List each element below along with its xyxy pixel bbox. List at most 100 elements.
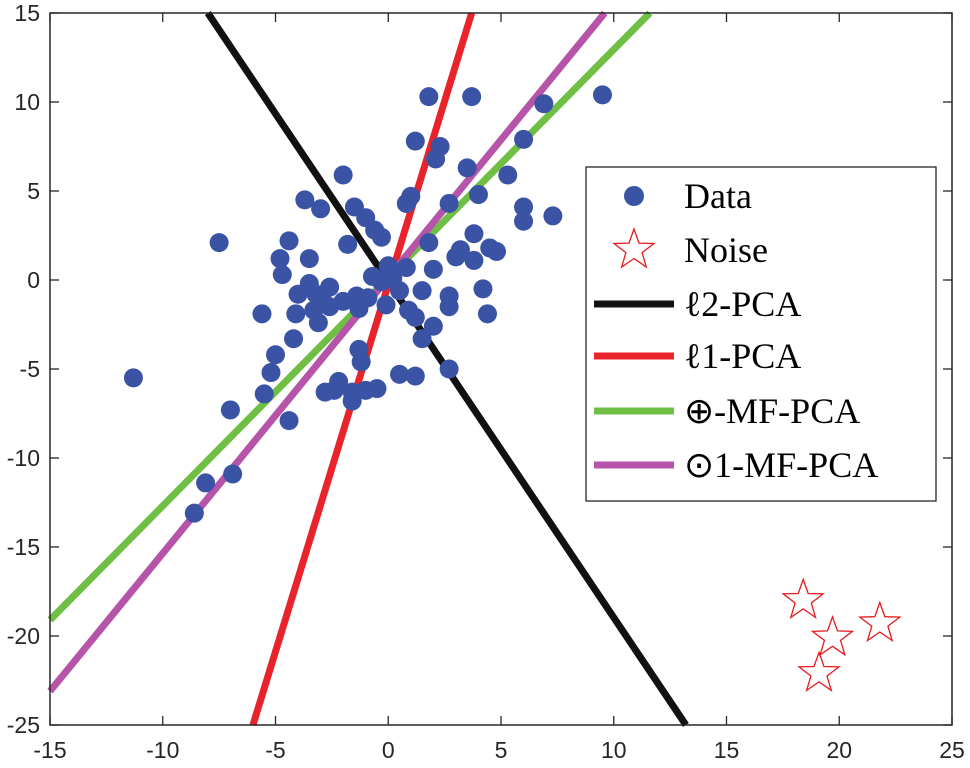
data-point: [261, 363, 281, 383]
data-point: [486, 242, 506, 262]
legend-label: Data: [684, 176, 752, 216]
x-tick-label: 25: [939, 737, 965, 763]
data-point: [439, 297, 459, 317]
legend-label: ℓ2-PCA: [684, 284, 801, 324]
data-point: [254, 384, 274, 404]
data-point: [498, 165, 518, 185]
x-tick-label: -5: [265, 737, 285, 763]
y-tick-label: 0: [27, 267, 40, 293]
data-point: [514, 129, 534, 149]
data-point: [329, 371, 349, 391]
data-point: [390, 281, 410, 301]
data-point: [423, 259, 443, 279]
data-point: [401, 186, 421, 206]
data-point: [223, 464, 243, 484]
x-tick-label: -10: [146, 737, 179, 763]
data-point: [209, 233, 229, 253]
legend-box: [585, 166, 937, 502]
data-point: [286, 304, 306, 324]
axis-ticks-group: -15 -10 -5 0 5 10 15 20 25 15 10 5 0 -5 -10 -15 -20 -25: [7, 0, 965, 763]
x-tick-label: 0: [382, 737, 395, 763]
x-tick-label: 15: [714, 737, 740, 763]
data-point: [419, 87, 439, 107]
data-point: [295, 190, 315, 210]
data-point: [220, 400, 240, 420]
legend-label: Noise: [684, 230, 768, 270]
data-point: [423, 316, 443, 336]
mf-pca-line: [47, 10, 653, 623]
noise-point: [797, 650, 841, 692]
data-point: [477, 304, 497, 324]
y-tick-label: -15: [7, 534, 40, 560]
noise-point: [810, 614, 855, 657]
data-point: [320, 277, 340, 297]
data-point: [311, 199, 331, 219]
y-tick-label: -25: [7, 712, 40, 738]
data-point: [390, 364, 410, 384]
legend-label: ⊕-MF-PCA: [684, 391, 860, 431]
data-point: [123, 368, 143, 388]
data-point: [543, 206, 563, 226]
data-point: [592, 85, 612, 105]
data-point: [514, 197, 534, 217]
data-point: [342, 391, 362, 411]
data-point: [270, 249, 290, 269]
data-point: [376, 295, 396, 315]
y-tick-label: -10: [7, 445, 40, 471]
y-tick-label: 5: [27, 178, 40, 204]
y-tick-label: 15: [14, 0, 40, 26]
y-tick-label: -5: [20, 356, 40, 382]
data-point: [412, 329, 432, 349]
data-point: [464, 250, 484, 270]
data-point: [405, 131, 425, 151]
data-point: [333, 165, 353, 185]
y-tick-label: -20: [7, 623, 40, 649]
legend-data-marker: [624, 186, 644, 206]
data-point: [266, 345, 285, 365]
data-point: [184, 503, 204, 523]
y-tick-label: 10: [14, 89, 40, 115]
data-point: [534, 94, 554, 114]
x-tick-label: 5: [495, 737, 508, 763]
data-point: [358, 288, 378, 308]
data-point: [468, 185, 488, 205]
data-point: [196, 473, 216, 493]
data-point: [279, 411, 299, 431]
data-point: [464, 224, 484, 244]
data-point: [514, 211, 534, 231]
data-point: [371, 227, 391, 247]
data-point: [367, 379, 387, 399]
data-point: [396, 258, 416, 278]
data-point: [284, 329, 304, 349]
legend-label: ℓ1-PCA: [684, 336, 801, 376]
legend-label: ⊙1-MF-PCA: [684, 445, 878, 485]
data-point: [457, 158, 477, 178]
data-point: [412, 281, 432, 301]
data-point: [462, 87, 482, 107]
data-point: [338, 234, 358, 254]
noise-points-group: [781, 577, 902, 692]
data-point: [272, 265, 292, 285]
x-tick-label: 20: [826, 737, 852, 763]
x-tick-label: 10: [601, 737, 627, 763]
mf1-pca-line: [47, 10, 608, 694]
data-point: [405, 307, 425, 327]
data-point: [279, 231, 299, 251]
data-point: [405, 366, 425, 386]
noise-point: [858, 600, 902, 643]
data-point: [308, 313, 328, 333]
data-points-group: [123, 85, 612, 523]
noise-point: [781, 577, 825, 619]
legend-noise-marker: [612, 227, 656, 269]
data-point: [351, 352, 371, 372]
legend: Data Noise ℓ2-PCA ℓ1-PCA ⊕-MF-PCA ⊙1-MF-PCA: [585, 166, 937, 502]
data-point: [439, 359, 459, 379]
data-point: [419, 233, 439, 253]
data-point: [252, 304, 272, 324]
data-point: [439, 193, 459, 213]
data-point: [299, 249, 319, 269]
x-tick-label: -15: [33, 737, 66, 763]
data-point: [450, 240, 470, 260]
